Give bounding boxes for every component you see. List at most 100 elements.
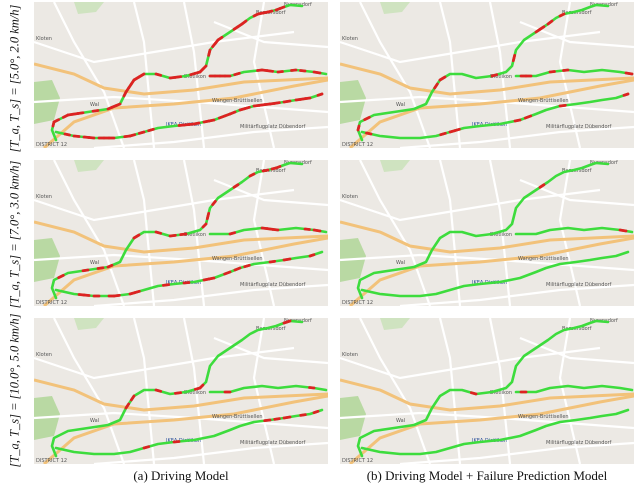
minor-road [34, 95, 328, 114]
label-wangen: Wangen-Brüttisellen [518, 98, 569, 104]
label-kloten: Kloten [342, 36, 358, 42]
map-panel-b3: Bassersdorf Nurensdorf Kloten Dietlikon Wal W… [340, 318, 634, 464]
route-failure [154, 388, 163, 393]
route-failure [273, 417, 281, 421]
map-panel-b1: Bassersdorf Nurensdorf Kloten Dietlikon Wal W… [340, 2, 634, 148]
minor-road [399, 283, 634, 306]
route-failure [438, 75, 447, 82]
label-wangen: Wangen-Brüttisellen [518, 256, 569, 262]
route-failure [179, 232, 188, 237]
route-failure [308, 253, 316, 258]
park-area [74, 2, 104, 14]
label-bassersdorf: Bassersdorf [256, 168, 286, 174]
route-failure [228, 110, 237, 116]
route-failure [128, 133, 137, 138]
minor-road [488, 318, 512, 464]
label-wal: Wal [90, 102, 99, 108]
route-failure [201, 222, 208, 229]
route-failure [223, 270, 232, 276]
route-failure [207, 276, 216, 281]
route-failure [233, 71, 241, 77]
label-wangen: Wangen-Brüttisellen [212, 256, 263, 262]
minor-road [340, 30, 601, 64]
route-failure [207, 118, 216, 123]
minor-road [558, 160, 582, 306]
label-wal: Wal [90, 418, 99, 424]
route-failure [172, 440, 181, 444]
route-failure [133, 289, 141, 295]
route-safe [360, 408, 630, 456]
park-area [74, 318, 104, 330]
label-dietlikon: Dietlikon [184, 74, 206, 80]
route-failure [312, 409, 320, 415]
label-kloten: Kloten [36, 194, 52, 200]
route-failure [523, 114, 533, 120]
minor-road [340, 95, 634, 114]
map-background [340, 318, 634, 464]
route-failure [453, 127, 461, 133]
minor-road [93, 125, 328, 148]
route-failure [513, 118, 522, 123]
route-safe [356, 3, 610, 142]
minor-road [34, 346, 295, 380]
minor-road [438, 2, 462, 148]
label-bassersdorf: Bassersdorf [562, 326, 592, 332]
route-failure [161, 283, 171, 287]
highway [340, 378, 634, 412]
route-failure [299, 413, 307, 417]
highway [349, 78, 634, 148]
label-wangen: Wangen-Brüttisellen [212, 414, 263, 420]
route-failure [173, 75, 183, 79]
route-failure [469, 391, 478, 396]
route-failure [76, 111, 85, 115]
highway [349, 236, 634, 306]
route-failure [182, 281, 191, 285]
route-safe [514, 68, 634, 78]
route-failure [129, 394, 136, 402]
minor-road [399, 125, 634, 148]
label-bassersdorf: Bassersdorf [256, 10, 286, 16]
minor-road [340, 346, 601, 380]
minor-road [34, 188, 295, 222]
map-panel-b2: Bassersdorf Nurensdorf Kloten Dietlikon Wal W… [340, 160, 634, 306]
label-kloten: Kloten [36, 352, 52, 358]
park-area [74, 160, 104, 172]
minor-road [519, 336, 634, 365]
route-failure [137, 72, 146, 79]
route-failure [312, 70, 322, 75]
label-dietlikon: Dietlikon [184, 390, 206, 396]
route-failure [106, 263, 114, 269]
route-failure [433, 82, 439, 90]
highway [43, 394, 328, 464]
label-district: DISTRICT 12 [36, 458, 67, 464]
highway [349, 394, 634, 464]
minor-road [359, 2, 432, 148]
route-failure [96, 266, 105, 270]
route-failure [248, 172, 256, 178]
route-failure [198, 383, 205, 390]
map-background [34, 160, 328, 306]
route-failure [274, 165, 282, 170]
minor-road [252, 2, 276, 148]
route-failure [263, 418, 272, 423]
label-militar: Militärflugplatz Dübendorf [240, 440, 306, 446]
route-failure [290, 68, 298, 72]
route-failure [142, 445, 151, 450]
route-safe [514, 384, 634, 394]
route-failure [87, 136, 96, 140]
label-district: DISTRICT 12 [342, 142, 373, 148]
route-failure [278, 5, 286, 10]
label-militar: Militärflugplatz Dübendorf [546, 124, 612, 130]
label-dietlikon: Dietlikon [490, 74, 512, 80]
route-failure [282, 99, 292, 104]
highway [43, 78, 328, 148]
minor-road [252, 318, 276, 464]
route-failure [216, 35, 224, 42]
label-wal: Wal [90, 260, 99, 266]
label-wal: Wal [396, 102, 405, 108]
route-failure [82, 293, 91, 297]
row-label-1: [T_a, T_s] = [5.0°, 2.0 km/h] [7, 4, 22, 152]
route-failure [618, 228, 628, 233]
label-wangen: Wangen-Brüttisellen [518, 414, 569, 420]
map-background [340, 160, 634, 306]
